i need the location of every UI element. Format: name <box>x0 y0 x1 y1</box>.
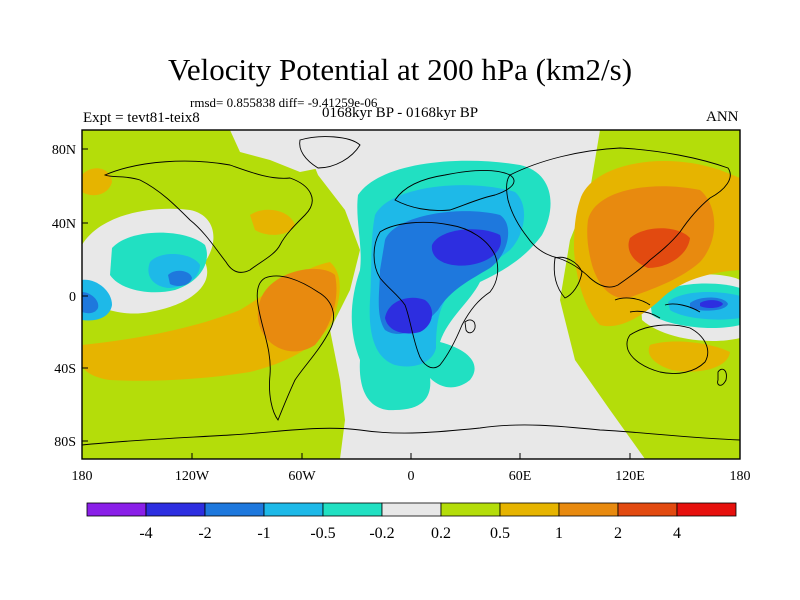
colorbar-label: 0.2 <box>431 525 451 542</box>
colorbar-label: -0.2 <box>369 525 394 542</box>
colorbar-bin <box>381 502 442 517</box>
coastlines <box>82 136 740 446</box>
coast-antarctica <box>82 424 740 446</box>
lat-label: 80N <box>52 143 76 158</box>
zone-edge-left-inner <box>82 292 99 314</box>
coast-greenland <box>299 136 361 169</box>
colorbar-label: -0.5 <box>310 525 335 542</box>
colorbar-label: -4 <box>139 525 152 542</box>
coast-africa <box>373 221 499 369</box>
colorbar-label: 2 <box>614 525 622 542</box>
coast-india <box>553 256 583 299</box>
colorbar-bin <box>145 502 206 517</box>
colorbar-bin <box>617 502 678 517</box>
period-label: 0168kyr BP - 0168kyr BP <box>321 105 479 121</box>
coast-new-zealand <box>717 368 727 386</box>
coast-maritime <box>614 297 701 319</box>
colorbar-bin <box>676 502 737 517</box>
lon-label: 180 <box>72 469 93 484</box>
zone-neg-core-north <box>431 229 501 266</box>
colorbar-bin <box>322 502 383 517</box>
lon-label: 60W <box>288 469 316 484</box>
colorbar-bin <box>86 502 147 517</box>
lon-label: 120W <box>175 469 210 484</box>
season-label: ANN <box>706 109 739 125</box>
colorbar-bin <box>499 502 560 517</box>
colorbar-label: -2 <box>198 525 211 542</box>
coast-asia <box>506 147 731 288</box>
colorbar-label: 1 <box>555 525 563 542</box>
statistics-line: rmsd= 0.855838 diff= -9.41259e-06 <box>190 95 378 110</box>
zone-westpacific-center <box>700 300 723 309</box>
coast-madagascar <box>464 319 476 334</box>
chart-title: Velocity Potential at 200 hPa (km2/s) <box>167 52 633 87</box>
coast-north-america <box>103 160 313 273</box>
contour-field <box>82 130 740 459</box>
lat-label: 80S <box>54 435 76 450</box>
coast-europe <box>394 170 515 211</box>
colorbar-labels: -4 -2 -1 -0.5 -0.2 0.2 0.5 1 2 4 <box>139 525 681 542</box>
colorbar-label: 4 <box>673 525 681 542</box>
colorbar <box>86 502 737 517</box>
lon-label: 0 <box>408 469 415 484</box>
zone-pos-eastaustralia <box>648 341 730 372</box>
zone-neutral-arctic <box>230 130 320 172</box>
colorbar-label: 0.5 <box>490 525 510 542</box>
lat-label: 40S <box>54 362 76 377</box>
colorbar-bin <box>204 502 265 517</box>
lon-label: 60E <box>509 469 532 484</box>
colorbar-bin <box>440 502 501 517</box>
colorbar-label: -1 <box>257 525 270 542</box>
lon-label: 180 <box>730 469 751 484</box>
coast-south-america <box>256 275 334 421</box>
colorbar-bin <box>558 502 619 517</box>
coast-australia <box>626 324 709 374</box>
lat-label: 40N <box>52 217 76 232</box>
zone-pos-southamerica-inner <box>257 268 337 352</box>
lon-labels: 180 120W 60W 0 60E 120E 180 <box>72 469 751 484</box>
lat-label: 0 <box>69 290 76 305</box>
axis-ticks <box>81 148 741 459</box>
lat-labels: 80N 40N 0 40S 80S <box>52 143 76 450</box>
colorbar-bin <box>263 502 324 517</box>
experiment-label: Expt = tevt81-teix8 <box>83 110 200 126</box>
zone-eastpacific-core <box>168 270 192 286</box>
lon-label: 120E <box>615 469 645 484</box>
zone-pos-caribbean <box>250 209 295 235</box>
